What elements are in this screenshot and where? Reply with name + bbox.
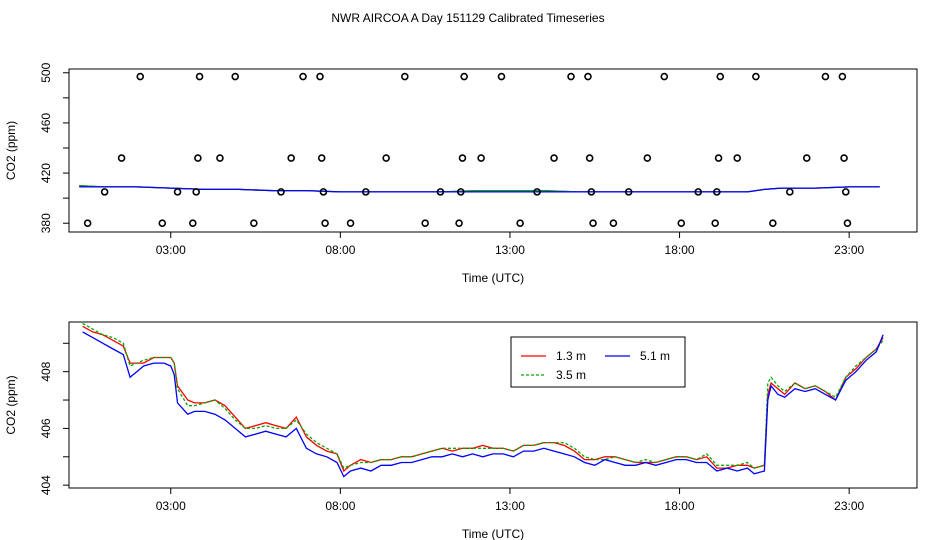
x-tick-label: 23:00 bbox=[834, 499, 864, 513]
y-tick-label: 406 bbox=[39, 418, 53, 438]
scatter-point bbox=[550, 154, 558, 162]
plot-frame bbox=[68, 68, 918, 233]
scatter-point bbox=[401, 72, 409, 81]
legend-box bbox=[510, 336, 686, 388]
scatter-point bbox=[346, 219, 355, 228]
scatter-point bbox=[173, 188, 182, 196]
scatter-point bbox=[136, 72, 145, 81]
x-tick-label: 03:00 bbox=[156, 499, 186, 513]
scatter-point bbox=[361, 188, 370, 196]
scatter-point bbox=[694, 188, 703, 196]
scatter-point bbox=[192, 188, 200, 196]
scatter-point bbox=[567, 72, 575, 81]
scatter-point bbox=[589, 219, 597, 228]
scatter-point bbox=[117, 154, 126, 162]
x-tick-label: 03:00 bbox=[156, 243, 186, 257]
x-axis-label: Time (UTC) bbox=[462, 271, 524, 285]
series-line-1-3-m bbox=[82, 325, 884, 473]
series-line-5-1-m bbox=[82, 331, 884, 478]
scatter-point bbox=[317, 154, 326, 162]
scatter-point bbox=[840, 154, 848, 162]
scatter-point bbox=[769, 219, 777, 228]
y-tick-label: 420 bbox=[39, 163, 53, 183]
scatter-point bbox=[477, 154, 485, 162]
scatter-point bbox=[100, 188, 109, 196]
scatter-point bbox=[194, 154, 202, 162]
x-tick-label: 18:00 bbox=[665, 499, 695, 513]
scatter-point bbox=[624, 188, 633, 196]
scatter-point bbox=[587, 188, 596, 196]
scatter-point bbox=[287, 154, 295, 162]
scatter-point bbox=[752, 72, 760, 81]
y-axis-label: CO2 (ppm) bbox=[4, 375, 18, 434]
scatter-point bbox=[158, 219, 167, 228]
x-tick-label: 18:00 bbox=[665, 243, 695, 257]
series-line-5-1-m bbox=[79, 186, 880, 193]
y-axis-label: CO2 (ppm) bbox=[4, 121, 18, 180]
scatter-point bbox=[250, 219, 258, 228]
x-tick-label: 13:00 bbox=[495, 243, 525, 257]
scatter-point bbox=[711, 219, 719, 228]
scatter-point bbox=[660, 72, 669, 81]
scatter-point bbox=[382, 154, 390, 162]
scatter-point bbox=[609, 219, 618, 228]
scatter-point bbox=[195, 72, 204, 81]
scatter-point bbox=[189, 219, 197, 228]
scatter-point bbox=[643, 154, 652, 162]
scatter-point bbox=[460, 72, 468, 81]
scatter-point bbox=[838, 72, 847, 81]
scatter-point bbox=[585, 154, 594, 162]
scatter-point bbox=[277, 188, 285, 196]
scatter-point bbox=[713, 188, 721, 196]
plot-frame bbox=[68, 321, 918, 489]
scatter-point bbox=[802, 154, 811, 162]
y-tick-label: 460 bbox=[39, 113, 53, 133]
scatter-point bbox=[319, 188, 328, 196]
y-tick-label: 408 bbox=[39, 361, 53, 381]
scatter-point bbox=[821, 72, 830, 81]
figure-title: NWR AIRCOA A Day 151129 Calibrated Times… bbox=[331, 11, 604, 25]
y-tick-label: 500 bbox=[39, 62, 53, 82]
scatter-point bbox=[83, 219, 92, 228]
scatter-point bbox=[497, 72, 506, 81]
scatter-point bbox=[231, 72, 240, 81]
legend-label: 1.3 m bbox=[556, 349, 586, 363]
series-line-3-5-m bbox=[82, 322, 884, 469]
scatter-point bbox=[843, 219, 852, 228]
legend-label: 5.1 m bbox=[640, 349, 670, 363]
scatter-point bbox=[299, 72, 307, 81]
y-tick-label: 404 bbox=[39, 475, 53, 495]
y-tick-label: 380 bbox=[39, 213, 53, 233]
x-tick-label: 23:00 bbox=[834, 243, 864, 257]
scatter-point bbox=[216, 154, 224, 162]
scatter-point bbox=[458, 154, 467, 162]
panel-top: 03:00 08:00 13:00 18:00 23:00 380 420 460 500 Tim… bbox=[4, 62, 918, 285]
legend-label: 3.5 m bbox=[556, 368, 586, 382]
scatter-point bbox=[714, 154, 723, 162]
scatter-point bbox=[516, 219, 524, 228]
panel-bottom: 03:00 08:00 13:00 18:00 23:00 404 406 408 Time (… bbox=[4, 321, 918, 540]
scatter-point bbox=[421, 219, 429, 228]
x-tick-label: 13:00 bbox=[495, 499, 525, 513]
scatter-point bbox=[436, 188, 445, 196]
scatter-point bbox=[321, 219, 329, 228]
x-tick-label: 08:00 bbox=[325, 243, 355, 257]
scatter-point bbox=[677, 219, 686, 228]
scatter-point bbox=[455, 219, 463, 228]
scatter-point bbox=[733, 154, 742, 162]
x-tick-label: 08:00 bbox=[325, 499, 355, 513]
x-axis-label: Time (UTC) bbox=[462, 527, 524, 540]
scatter-point bbox=[584, 72, 592, 81]
scatter-point bbox=[316, 72, 324, 81]
scatter-point bbox=[716, 72, 725, 81]
scatter-point bbox=[456, 188, 465, 196]
scatter-point bbox=[841, 188, 850, 196]
scatter-point bbox=[533, 188, 541, 196]
scatter-point bbox=[785, 188, 794, 196]
